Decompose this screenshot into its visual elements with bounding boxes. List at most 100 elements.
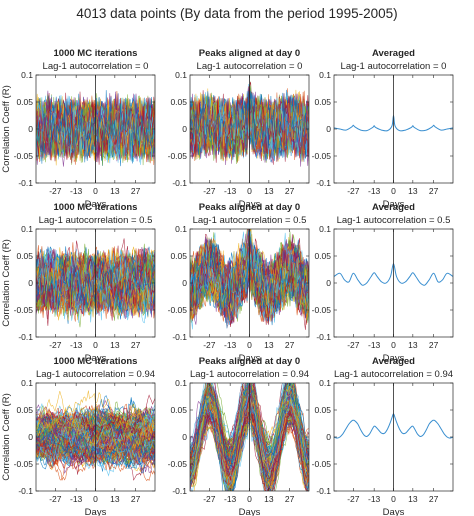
x-tick-label: -13 bbox=[70, 494, 83, 504]
y-tick-label: -0.1 bbox=[316, 178, 331, 188]
y-tick-label: 0.05 bbox=[16, 405, 33, 415]
panel-title: Averaged bbox=[372, 356, 415, 367]
panel-title: Averaged bbox=[372, 202, 415, 213]
x-tick-label: 13 bbox=[264, 340, 274, 350]
y-tick-label: 0.1 bbox=[175, 70, 187, 80]
x-tick-label: 0 bbox=[247, 340, 252, 350]
x-tick-label: -13 bbox=[224, 186, 237, 196]
x-tick-label: 0 bbox=[247, 186, 252, 196]
panel-0-0: 1000 MC iterations Lag-1 autocorrelation … bbox=[1, 48, 156, 210]
panel-subtitle: Lag-1 autocorrelation = 0.94 bbox=[190, 369, 309, 380]
x-tick-label: -27 bbox=[203, 494, 216, 504]
x-tick-label: -27 bbox=[347, 494, 360, 504]
y-tick-label: 0.1 bbox=[319, 70, 331, 80]
y-tick-label: 0 bbox=[326, 278, 331, 288]
y-tick-label: 0 bbox=[28, 124, 33, 134]
y-tick-label: 0 bbox=[326, 432, 331, 442]
panel-title: Averaged bbox=[372, 48, 415, 59]
y-tick-label: 0.05 bbox=[170, 405, 187, 415]
y-tick-label: 0.05 bbox=[16, 97, 33, 107]
x-tick-label: 13 bbox=[110, 186, 120, 196]
y-axis-label: Correlation Coeff (R) bbox=[1, 393, 12, 480]
x-tick-label: 13 bbox=[110, 340, 120, 350]
panel-subtitle: Lag-1 autocorrelation = 0.94 bbox=[334, 369, 453, 380]
panel-subtitle: Lag-1 autocorrelation = 0.5 bbox=[193, 215, 307, 226]
y-tick-label: -0.1 bbox=[18, 178, 33, 188]
x-tick-label: 0 bbox=[247, 494, 252, 504]
x-tick-label: 0 bbox=[93, 340, 98, 350]
x-tick-label: 13 bbox=[110, 494, 120, 504]
panel-1-1: Peaks aligned at day 0 Lag-1 autocorrelat… bbox=[168, 202, 310, 364]
y-tick-label: -0.05 bbox=[14, 305, 34, 315]
y-tick-label: -0.1 bbox=[316, 486, 331, 496]
x-tick-label: 27 bbox=[429, 494, 439, 504]
y-tick-label: 0 bbox=[182, 278, 187, 288]
x-axis-label: Days bbox=[383, 507, 405, 516]
x-tick-label: 0 bbox=[93, 186, 98, 196]
x-tick-label: 13 bbox=[408, 494, 418, 504]
panel-0-2: Averaged Lag-1 autocorrelation = 0 -0.1 -0.… bbox=[312, 48, 454, 210]
x-tick-label: 13 bbox=[408, 186, 418, 196]
panels: 1000 MC iterations Lag-1 autocorrelation … bbox=[1, 48, 454, 516]
y-tick-label: 0.05 bbox=[170, 97, 187, 107]
x-tick-label: -13 bbox=[70, 186, 83, 196]
y-axis-label: Correlation Coeff (R) bbox=[1, 85, 12, 172]
x-tick-label: 0 bbox=[391, 340, 396, 350]
x-tick-label: 27 bbox=[131, 340, 141, 350]
panel-2-1: Peaks aligned at day 0 Lag-1 autocorrelat… bbox=[168, 356, 310, 516]
x-axis-label: Days bbox=[239, 353, 261, 364]
y-tick-label: -0.1 bbox=[18, 486, 33, 496]
y-tick-label: 0.1 bbox=[175, 224, 187, 234]
panel-title: 1000 MC iterations bbox=[54, 356, 138, 367]
y-tick-label: -0.1 bbox=[172, 332, 187, 342]
x-tick-label: -27 bbox=[203, 186, 216, 196]
y-tick-label: 0 bbox=[28, 432, 33, 442]
y-tick-label: 0 bbox=[182, 432, 187, 442]
y-tick-label: 0.05 bbox=[170, 251, 187, 261]
y-tick-label: -0.05 bbox=[168, 459, 188, 469]
y-tick-label: 0.1 bbox=[21, 378, 33, 388]
y-tick-label: -0.05 bbox=[312, 305, 332, 315]
x-tick-label: -27 bbox=[203, 340, 216, 350]
x-tick-label: -27 bbox=[49, 186, 62, 196]
y-tick-label: -0.05 bbox=[312, 151, 332, 161]
y-tick-label: 0 bbox=[326, 124, 331, 134]
y-tick-label: 0.05 bbox=[314, 97, 331, 107]
x-tick-label: 13 bbox=[408, 340, 418, 350]
x-tick-label: 0 bbox=[391, 186, 396, 196]
panel-title: 1000 MC iterations bbox=[54, 48, 138, 59]
y-tick-label: -0.1 bbox=[18, 332, 33, 342]
x-tick-label: -27 bbox=[49, 494, 62, 504]
panel-1-0: 1000 MC iterations Lag-1 autocorrelation … bbox=[1, 202, 156, 364]
x-tick-label: 27 bbox=[285, 494, 295, 504]
x-tick-label: -27 bbox=[347, 186, 360, 196]
panel-subtitle: Lag-1 autocorrelation = 0 bbox=[341, 61, 447, 72]
panel-title: Peaks aligned at day 0 bbox=[199, 356, 300, 367]
y-tick-label: 0.1 bbox=[319, 378, 331, 388]
y-tick-label: -0.05 bbox=[14, 151, 34, 161]
x-tick-label: 27 bbox=[131, 494, 141, 504]
x-tick-label: 27 bbox=[285, 340, 295, 350]
x-tick-label: 13 bbox=[264, 186, 274, 196]
y-tick-label: -0.1 bbox=[316, 332, 331, 342]
x-axis-label: Days bbox=[383, 199, 405, 210]
x-tick-label: -13 bbox=[368, 340, 381, 350]
x-tick-label: -13 bbox=[368, 494, 381, 504]
y-tick-label: 0.1 bbox=[319, 224, 331, 234]
panel-2-2: Averaged Lag-1 autocorrelation = 0.94 -0.1… bbox=[312, 356, 454, 516]
panel-title: 1000 MC iterations bbox=[54, 202, 138, 213]
y-tick-label: 0.1 bbox=[175, 378, 187, 388]
panel-title: Peaks aligned at day 0 bbox=[199, 48, 300, 59]
x-axis-label: Days bbox=[85, 199, 107, 210]
x-tick-label: -27 bbox=[347, 340, 360, 350]
x-tick-label: 27 bbox=[285, 186, 295, 196]
panel-subtitle: Lag-1 autocorrelation = 0 bbox=[43, 61, 149, 72]
y-tick-label: -0.05 bbox=[312, 459, 332, 469]
panel-subtitle: Lag-1 autocorrelation = 0.94 bbox=[36, 369, 155, 380]
x-axis-label: Days bbox=[383, 353, 405, 364]
x-tick-label: 13 bbox=[264, 494, 274, 504]
y-tick-label: -0.05 bbox=[14, 459, 34, 469]
mc-series-line bbox=[190, 383, 309, 474]
y-tick-label: 0.05 bbox=[16, 251, 33, 261]
